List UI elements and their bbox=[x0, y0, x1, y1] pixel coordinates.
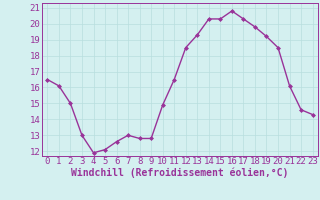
X-axis label: Windchill (Refroidissement éolien,°C): Windchill (Refroidissement éolien,°C) bbox=[71, 168, 289, 178]
